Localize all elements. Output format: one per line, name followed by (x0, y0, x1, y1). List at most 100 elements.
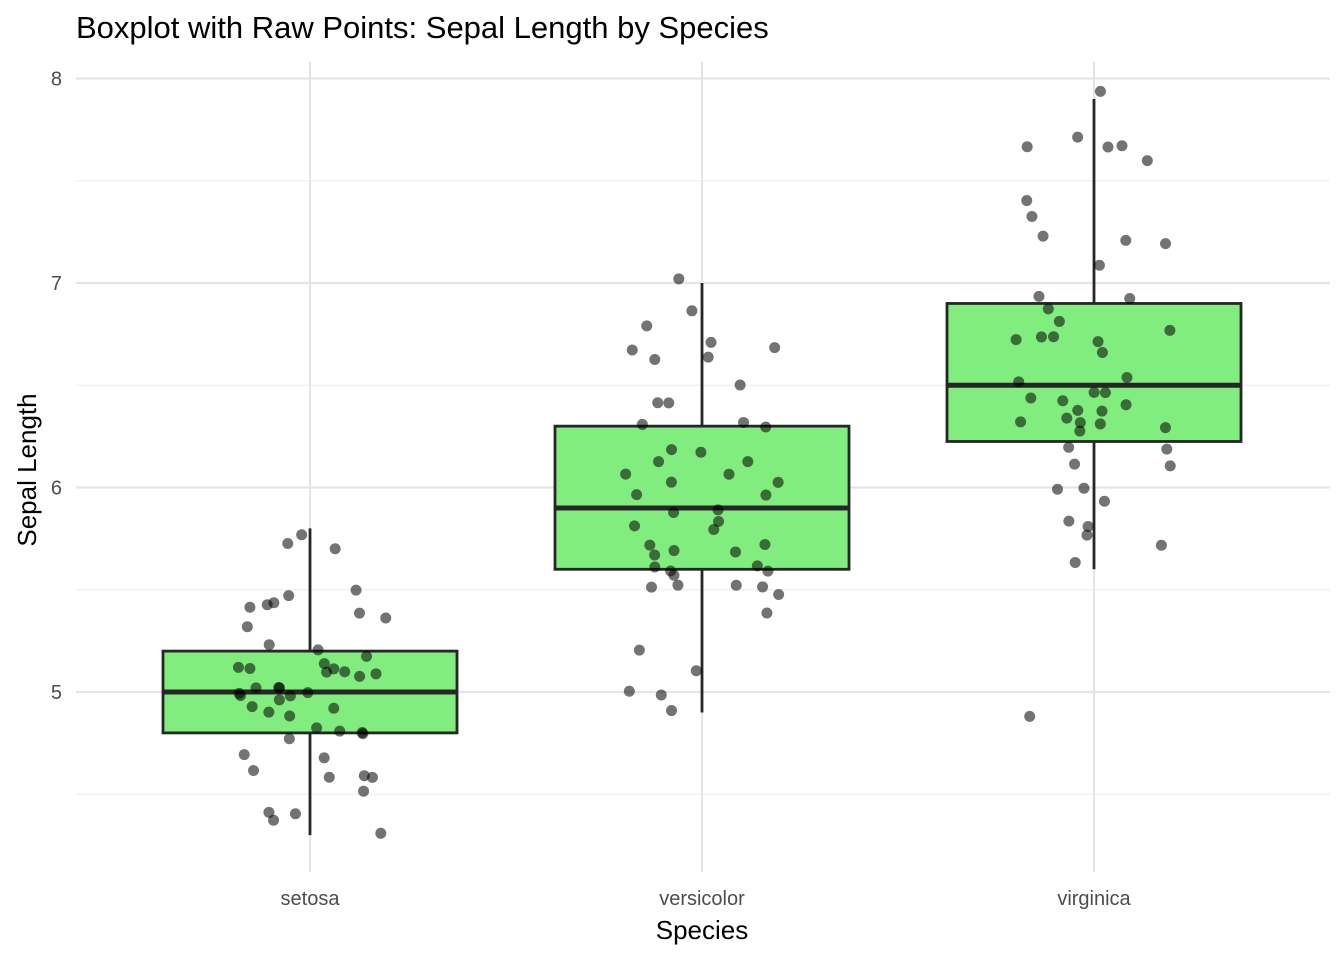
data-point-virginica (1069, 458, 1081, 470)
data-point-versicolor (760, 421, 772, 433)
data-point-virginica (1155, 539, 1167, 551)
data-point-versicolor (663, 397, 675, 409)
data-point-setosa (246, 701, 258, 713)
data-point-versicolor (644, 539, 656, 551)
data-point-virginica (1096, 346, 1108, 358)
data-point-setosa (250, 682, 262, 694)
x-axis-title: Species (656, 915, 749, 945)
data-point-virginica (1069, 556, 1081, 568)
data-point-setosa (244, 601, 256, 613)
data-point-setosa (273, 694, 285, 706)
data-point-versicolor (705, 336, 717, 348)
data-point-virginica (1051, 483, 1063, 495)
data-point-setosa (282, 538, 294, 550)
data-point-setosa (329, 543, 341, 555)
data-point-versicolor (730, 579, 742, 591)
data-point-versicolor (751, 560, 763, 572)
data-point-versicolor (653, 456, 665, 468)
data-point-setosa (354, 607, 366, 619)
data-point-virginica (1072, 404, 1084, 416)
data-point-versicolor (668, 506, 680, 518)
data-point-setosa (238, 749, 250, 761)
data-point-virginica (1035, 331, 1047, 343)
data-point-setosa (263, 706, 275, 718)
data-point-virginica (1164, 324, 1176, 336)
data-point-virginica (1024, 710, 1036, 722)
x-tick-label-versicolor: versicolor (659, 888, 745, 910)
data-point-setosa (318, 658, 330, 670)
data-point-setosa (361, 650, 373, 662)
data-point-virginica (1094, 85, 1106, 97)
data-point-virginica (1074, 417, 1086, 429)
data-point-setosa (244, 663, 256, 675)
data-point-versicolor (629, 520, 641, 532)
data-point-virginica (1042, 303, 1054, 315)
data-point-versicolor (773, 588, 785, 600)
data-point-setosa (380, 612, 392, 624)
data-point-setosa (283, 590, 295, 602)
data-point-versicolor (646, 581, 658, 593)
data-point-setosa (366, 771, 378, 783)
box-versicolor (553, 283, 851, 713)
data-point-versicolor (761, 607, 773, 619)
axes: 5 6 7 8 setosa versicolor virginica (51, 69, 1132, 911)
data-point-setosa (284, 690, 296, 702)
data-point-setosa (339, 666, 351, 678)
data-point-versicolor (623, 685, 635, 697)
data-point-virginica (1099, 387, 1111, 399)
data-point-setosa (241, 621, 253, 633)
data-point-setosa (296, 529, 308, 541)
data-point-versicolor (723, 468, 735, 480)
data-point-versicolor (673, 273, 685, 285)
data-point-versicolor (702, 351, 714, 363)
data-point-setosa (283, 733, 295, 745)
y-tick-label: 5 (51, 682, 62, 704)
data-point-setosa (318, 752, 330, 764)
data-point-versicolor (649, 353, 661, 365)
data-point-versicolor (641, 320, 653, 332)
data-point-versicolor (738, 416, 750, 428)
data-point-setosa (311, 722, 323, 734)
data-point-setosa (248, 765, 260, 777)
data-point-versicolor (665, 565, 677, 577)
data-point-versicolor (760, 489, 772, 501)
data-point-virginica (1092, 336, 1104, 348)
data-point-virginica (1141, 155, 1153, 167)
data-point-versicolor (666, 444, 678, 456)
data-point-virginica (1072, 131, 1084, 143)
data-point-setosa (263, 639, 275, 651)
raw-points (232, 85, 1176, 839)
data-point-setosa (334, 725, 346, 737)
data-point-versicolor (695, 446, 707, 458)
data-point-virginica (1063, 515, 1075, 527)
data-point-setosa (357, 728, 369, 740)
data-point-setosa (233, 687, 245, 699)
data-point-versicolor (708, 523, 720, 535)
data-point-versicolor (769, 342, 781, 354)
data-point-virginica (1081, 529, 1093, 541)
data-point-virginica (1053, 315, 1065, 327)
data-point-versicolor (713, 515, 725, 527)
data-point-versicolor (649, 549, 661, 561)
data-point-setosa (354, 670, 366, 682)
data-point-versicolor (759, 539, 771, 551)
data-point-setosa (273, 682, 285, 694)
data-point-virginica (1093, 259, 1105, 271)
data-point-setosa (312, 644, 324, 656)
data-point-virginica (1025, 392, 1037, 404)
data-point-virginica (1088, 386, 1100, 398)
data-point-virginica (1120, 399, 1132, 411)
box-setosa (161, 528, 459, 836)
data-point-virginica (1048, 331, 1060, 343)
data-point-versicolor (620, 468, 632, 480)
y-axis-title: Sepal Length (12, 393, 42, 546)
data-point-versicolor (665, 476, 677, 488)
data-point-virginica (1121, 372, 1133, 384)
data-point-versicolor (655, 689, 667, 701)
data-point-virginica (1057, 395, 1069, 407)
data-point-virginica (1021, 141, 1033, 153)
data-point-virginica (1033, 290, 1045, 302)
data-point-versicolor (666, 705, 678, 717)
data-point-virginica (1102, 141, 1114, 153)
